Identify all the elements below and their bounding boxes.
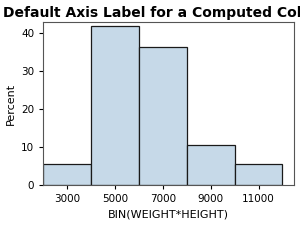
Bar	[187, 145, 235, 185]
X-axis label: BIN(WEIGHT*HEIGHT): BIN(WEIGHT*HEIGHT)	[108, 209, 230, 219]
Bar	[235, 164, 283, 185]
Title: Default Axis Label for a Computed Column: Default Axis Label for a Computed Column	[3, 6, 300, 20]
Bar	[91, 26, 139, 185]
Y-axis label: Percent: Percent	[6, 82, 16, 125]
Bar	[139, 47, 187, 185]
Bar	[43, 164, 91, 185]
